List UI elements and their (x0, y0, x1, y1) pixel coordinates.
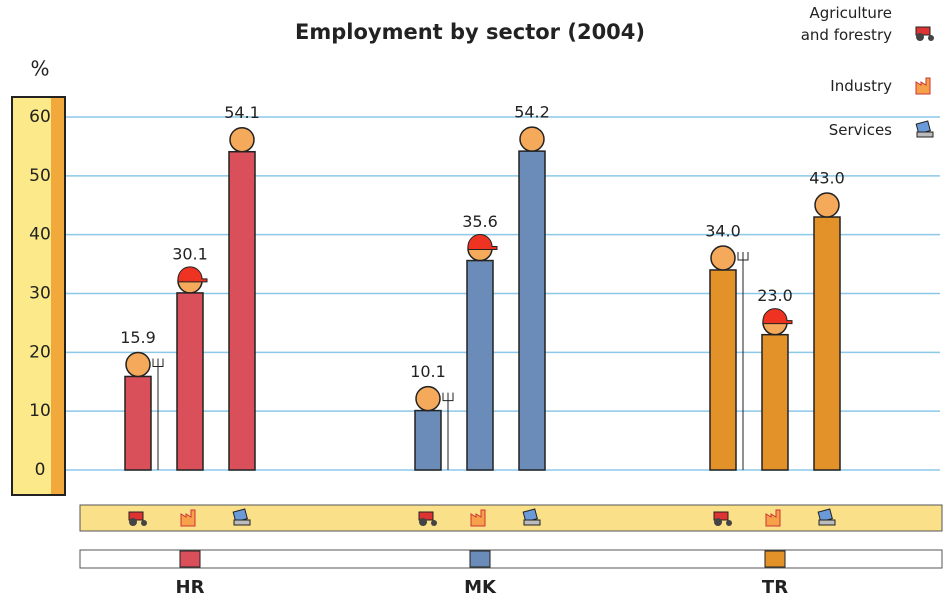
value-label: 10.1 (410, 362, 446, 381)
icon (470, 509, 486, 527)
helmet (467, 234, 498, 251)
value-label: 15.9 (120, 328, 156, 347)
pitchfork (442, 392, 454, 470)
head (229, 126, 255, 153)
icon (232, 508, 251, 526)
icon (915, 120, 934, 138)
icon (522, 508, 541, 526)
chart-title: Employment by sector (2004) (295, 20, 645, 44)
legend-label: Services (828, 121, 892, 139)
country-band (79, 549, 943, 569)
country-swatch (179, 550, 201, 568)
icon-part (419, 518, 427, 526)
bar (176, 292, 204, 471)
legend-label: Agriculture and forestry (800, 4, 892, 44)
icon-band (79, 504, 943, 532)
bar (466, 259, 494, 471)
value-label: 23.0 (757, 286, 793, 305)
y-tick-label: 50 (29, 166, 51, 186)
value-label: 54.1 (224, 103, 260, 122)
bar (813, 216, 841, 471)
head (125, 351, 151, 378)
bar (124, 375, 152, 471)
y-tick-label: 20 (29, 342, 51, 362)
legend-label: Industry (830, 77, 892, 95)
icon (128, 511, 147, 526)
icon-part (180, 509, 196, 527)
icon-part (233, 519, 251, 526)
icon-part (523, 519, 541, 526)
y-axis-strip (51, 98, 64, 494)
x-tick-label: HR (176, 577, 205, 598)
icon-part (916, 33, 924, 41)
bar (709, 269, 737, 471)
icon (180, 509, 196, 527)
x-tick-label: MK (464, 577, 497, 598)
bar (228, 150, 256, 471)
value-label: 35.6 (462, 212, 498, 231)
value-label: 34.0 (705, 221, 741, 240)
head (814, 192, 840, 218)
bar (761, 333, 789, 471)
icon (713, 511, 732, 526)
icon-part (916, 131, 934, 138)
y-tick-label: 40 (29, 225, 51, 245)
y-tick-label: 0 (35, 460, 46, 480)
y-axis-label: % (30, 57, 49, 81)
icon-part (928, 35, 934, 41)
head (415, 385, 441, 412)
icon-part (714, 518, 722, 526)
y-tick-label: 10 (29, 401, 51, 421)
head (519, 126, 545, 152)
y-tick-label: 30 (29, 284, 51, 304)
icon-part (726, 520, 732, 526)
icon-part (765, 509, 781, 527)
icon-part (470, 509, 486, 527)
bar (414, 409, 442, 471)
icon (817, 508, 836, 526)
icon (915, 26, 934, 41)
helmet (762, 308, 793, 325)
icon (915, 77, 931, 95)
icon-part (141, 520, 147, 526)
pitchfork (737, 251, 749, 470)
bar (518, 150, 546, 471)
x-tick-label: TR (762, 577, 788, 598)
country-swatch (764, 550, 786, 568)
icon-part (431, 520, 437, 526)
value-label: 30.1 (172, 244, 208, 263)
value-label: 54.2 (514, 103, 550, 122)
icon (765, 509, 781, 527)
helmet (177, 266, 208, 283)
icon-part (915, 77, 931, 95)
pitchfork (152, 358, 164, 470)
icon-part (818, 519, 836, 526)
icon (418, 511, 437, 526)
head (710, 245, 736, 271)
icon-part (129, 518, 137, 526)
country-swatch (469, 550, 491, 568)
y-tick-label: 60 (29, 107, 51, 127)
value-label: 43.0 (809, 169, 845, 188)
